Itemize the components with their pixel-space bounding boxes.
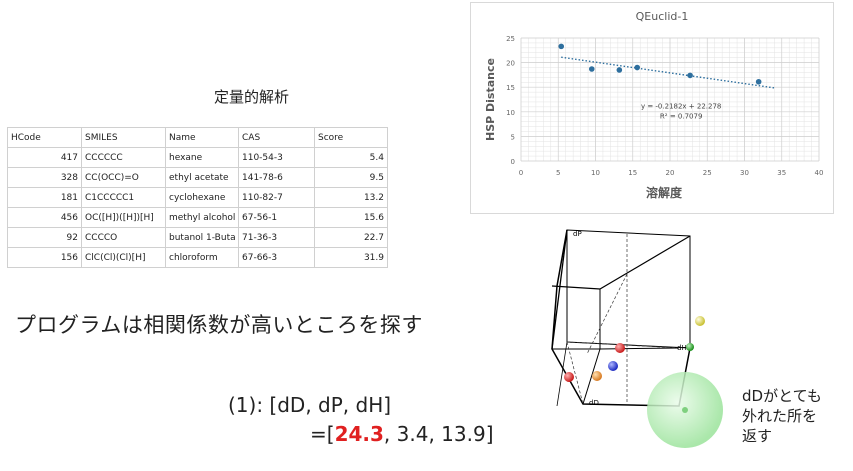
y-tick-label: 15: [506, 84, 515, 92]
formula-rest: , 3.4, 13.9]: [383, 422, 494, 446]
solvent-sphere: [608, 361, 618, 371]
y-tick-label: 25: [506, 35, 515, 43]
table-cell[interactable]: 67-66-3: [238, 247, 315, 268]
solvent-sphere: [564, 372, 574, 382]
table-cell[interactable]: 110-82-7: [238, 187, 315, 208]
data-point: [687, 72, 693, 79]
data-table: HCode SMILES Name CAS Score 417 CCCCCC hexane 11…: [7, 127, 388, 268]
table-cell[interactable]: cyclohexane: [165, 187, 239, 208]
table-cell[interactable]: 5.4: [314, 147, 388, 168]
table-header-cell[interactable]: Name: [165, 127, 239, 148]
main-text: プログラムは相関係数が高いところを探す: [15, 313, 423, 337]
table-header-cell[interactable]: CAS: [238, 127, 315, 148]
formula-line-1: (1): [dD, dP, dH]: [228, 393, 392, 417]
table-row: 156 ClC(Cl)(Cl)[H] chloroform 67-66-3 31.9: [7, 247, 388, 268]
table-cell[interactable]: ClC(Cl)(Cl)[H]: [81, 247, 166, 268]
table-cell[interactable]: 92: [7, 227, 82, 248]
x-tick-label: 0: [519, 169, 523, 177]
axis-label-dP: dP: [573, 230, 582, 238]
x-tick-label: 10: [591, 169, 600, 177]
data-point: [558, 43, 565, 50]
table-cell[interactable]: CC(OCC)=O: [81, 167, 166, 188]
table-cell[interactable]: 456: [7, 207, 82, 228]
trend-equation: y = -0.2182x + 22.278: [641, 102, 721, 110]
table-cell[interactable]: 328: [7, 167, 82, 188]
table-cell[interactable]: 15.6: [314, 207, 388, 228]
chart-title: QEuclid-1: [636, 10, 689, 23]
y-tick-label: 20: [506, 60, 515, 68]
table-cell[interactable]: 13.2: [314, 187, 388, 208]
note-line: dDがとても: [742, 387, 822, 405]
note-line: 返す: [742, 427, 773, 445]
table-cell[interactable]: 22.7: [314, 227, 388, 248]
table-title: 定量的解析: [214, 88, 290, 106]
scatter-chart: 0 5 10 15 20 25 30 35 40 0 5 10 15 20 25 QEuclid-1 溶解度 HS…: [484, 10, 824, 200]
y-tick-label: 0: [511, 158, 515, 166]
solvent-sphere: [592, 371, 602, 381]
formula-prefix: =[: [310, 422, 335, 446]
target-sphere-center: [682, 407, 688, 413]
data-point: [616, 67, 623, 73]
table-header-cell[interactable]: SMILES: [81, 127, 166, 148]
solvent-sphere: [615, 343, 625, 353]
table-cell[interactable]: 417: [7, 147, 82, 168]
table-cell[interactable]: butanol 1-Buta: [165, 227, 239, 248]
y-tick-label: 10: [506, 109, 515, 117]
table-cell[interactable]: hexane: [165, 147, 239, 168]
note-line: 外れた所を: [742, 407, 818, 425]
table-cell[interactable]: 110-54-3: [238, 147, 315, 168]
table-header-cell[interactable]: Score: [314, 127, 388, 148]
x-tick-label: 15: [628, 169, 637, 177]
y-tick-label: 5: [511, 133, 515, 141]
data-point: [755, 78, 762, 85]
y-axis-label: HSP Distance: [484, 58, 497, 141]
table-cell[interactable]: ethyl acetate: [165, 167, 239, 188]
table-cell[interactable]: chloroform: [165, 247, 239, 268]
x-tick-label: 20: [666, 169, 675, 177]
data-point: [634, 64, 641, 71]
table-row: 181 C1CCCCC1 cyclohexane 110-82-7 13.2: [7, 187, 388, 208]
table-row: 456 OC([H])([H])[H] methyl alcohol 67-56-1 1…: [7, 207, 388, 228]
axis-label-dH: dH: [677, 344, 687, 352]
table-cell[interactable]: 31.9: [314, 247, 388, 268]
table-cell[interactable]: 141-78-6: [238, 167, 315, 188]
table-row: 417 CCCCCC hexane 110-54-3 5.4: [7, 147, 388, 168]
table-cell[interactable]: methyl alcohol: [165, 207, 239, 228]
table-cell[interactable]: 67-56-1: [238, 207, 315, 228]
formula-highlight: 24.3: [334, 422, 384, 446]
table-cell[interactable]: CCCCCC: [81, 147, 166, 168]
solvent-sphere: [695, 316, 705, 326]
x-tick-label: 25: [703, 169, 712, 177]
x-tick-label: 30: [740, 169, 749, 177]
x-tick-label: 5: [556, 169, 560, 177]
note: dDがとても 外れた所を 返す: [742, 386, 822, 446]
table-row: 92 CCCCO butanol 1-Buta 71-36-3 22.7: [7, 227, 388, 248]
trendline: [561, 56, 775, 89]
axis-label-dD: dD: [589, 399, 599, 407]
table-cell[interactable]: C1CCCCC1: [81, 187, 166, 208]
formula-line-2: =[24.3, 3.4, 13.9]: [310, 422, 494, 446]
hsp-3d-plot-svg: dP dH dD: [551, 229, 723, 448]
solvent-sphere: [686, 343, 694, 351]
trend-r2: R² = 0.7079: [660, 113, 702, 121]
data-point: [588, 66, 595, 72]
x-tick-label: 40: [815, 169, 824, 177]
chart-panel: 0 5 10 15 20 25 30 35 40 0 5 10 15 20 25 QEuclid-1 溶解度 HS…: [470, 2, 834, 214]
x-tick-label: 35: [777, 169, 786, 177]
cube-axes: [566, 234, 680, 405]
table-header-row: HCode SMILES Name CAS Score: [7, 127, 388, 148]
hsp-3d-plot: dP dH dD: [517, 214, 769, 467]
table-cell[interactable]: 181: [7, 187, 82, 208]
table-cell[interactable]: 156: [7, 247, 82, 268]
table-cell[interactable]: OC([H])([H])[H]: [81, 207, 166, 228]
table-cell[interactable]: CCCCO: [81, 227, 166, 248]
table-row: 328 CC(OCC)=O ethyl acetate 141-78-6 9.5: [7, 167, 388, 188]
x-axis-label: 溶解度: [646, 185, 683, 200]
table-cell[interactable]: 71-36-3: [238, 227, 315, 248]
table-cell[interactable]: 9.5: [314, 167, 388, 188]
table-header-cell[interactable]: HCode: [7, 127, 82, 148]
